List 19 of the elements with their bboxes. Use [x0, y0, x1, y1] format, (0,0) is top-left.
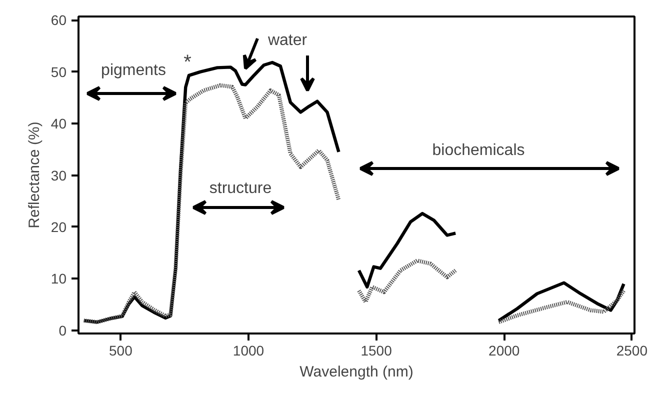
y-tick-label: 50: [50, 64, 67, 80]
x-tick-label: 1000: [232, 342, 264, 358]
annotation: pigments: [101, 62, 166, 79]
y-axis-title: Reflectance (%): [26, 122, 43, 228]
y-tick-label: 20: [50, 218, 67, 235]
annotation: *: [184, 52, 192, 74]
y-tick-label: 60: [50, 12, 67, 28]
x-axis-title: Wavelength (nm): [300, 364, 414, 380]
x-tick-label: 500: [109, 342, 133, 358]
y-tick-label: 40: [50, 116, 67, 132]
y-tick-label: 0: [58, 322, 67, 338]
y-tick-label: 10: [50, 270, 67, 287]
x-tick-label: 1500: [360, 342, 392, 358]
annotation: biochemicals: [432, 142, 525, 159]
x-tick-label: 2500: [616, 342, 648, 358]
annotation: structure: [209, 180, 272, 197]
annotation: water: [266, 32, 308, 49]
y-tick-label: 30: [50, 167, 67, 184]
x-tick-label: 2000: [488, 342, 520, 358]
